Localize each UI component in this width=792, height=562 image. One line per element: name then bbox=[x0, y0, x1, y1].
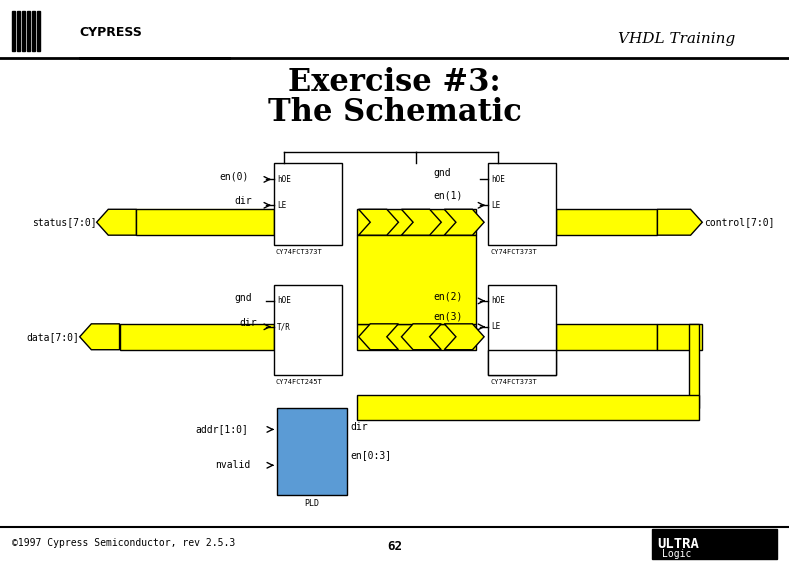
Polygon shape bbox=[444, 324, 484, 350]
Text: LE: LE bbox=[491, 323, 501, 332]
Bar bbox=[37, 11, 40, 51]
Text: 62: 62 bbox=[387, 541, 402, 554]
Text: Logic: Logic bbox=[662, 549, 691, 559]
Bar bbox=[32, 11, 35, 51]
Text: gnd: gnd bbox=[234, 293, 252, 303]
Bar bbox=[12, 11, 15, 51]
Text: hOE: hOE bbox=[277, 175, 291, 184]
Text: CY74FCT373T: CY74FCT373T bbox=[276, 249, 322, 255]
Text: hOE: hOE bbox=[277, 296, 291, 305]
Text: CYPRESS: CYPRESS bbox=[80, 26, 143, 39]
Text: control[7:0]: control[7:0] bbox=[704, 217, 775, 227]
Bar bbox=[356, 209, 476, 235]
Bar bbox=[136, 209, 274, 235]
Text: dir: dir bbox=[239, 318, 257, 328]
Polygon shape bbox=[444, 209, 484, 235]
Polygon shape bbox=[359, 209, 398, 235]
Polygon shape bbox=[97, 209, 136, 235]
Text: Exercise #3:: Exercise #3: bbox=[288, 67, 501, 98]
Polygon shape bbox=[359, 324, 398, 350]
Bar bbox=[657, 324, 703, 350]
Bar bbox=[488, 350, 556, 375]
Polygon shape bbox=[402, 324, 441, 350]
Text: VHDL Training: VHDL Training bbox=[618, 32, 735, 46]
Text: hOE: hOE bbox=[491, 175, 505, 184]
Text: T/R: T/R bbox=[277, 323, 291, 332]
Text: LE: LE bbox=[491, 201, 501, 210]
Text: PLD: PLD bbox=[304, 498, 319, 507]
Text: status[7:0]: status[7:0] bbox=[32, 217, 97, 227]
Polygon shape bbox=[80, 324, 120, 350]
Bar bbox=[277, 407, 347, 495]
Bar bbox=[136, 209, 274, 235]
Text: CY74FCT245T: CY74FCT245T bbox=[276, 379, 322, 384]
Bar bbox=[120, 324, 274, 350]
Text: LE: LE bbox=[277, 201, 286, 210]
Text: en[0:3]: en[0:3] bbox=[351, 450, 392, 460]
Polygon shape bbox=[657, 209, 703, 235]
Bar bbox=[27, 11, 30, 51]
Bar bbox=[356, 395, 699, 420]
Bar bbox=[274, 164, 341, 245]
Bar bbox=[488, 164, 556, 245]
Polygon shape bbox=[402, 209, 441, 235]
Text: nvalid: nvalid bbox=[215, 460, 250, 470]
Bar bbox=[556, 324, 657, 350]
Text: en(3): en(3) bbox=[433, 312, 463, 322]
Text: addr[1:0]: addr[1:0] bbox=[196, 424, 248, 434]
Bar bbox=[356, 324, 476, 350]
Text: hOE: hOE bbox=[491, 296, 505, 305]
Text: ©1997 Cypress Semiconductor, rev 2.5.3: ©1997 Cypress Semiconductor, rev 2.5.3 bbox=[12, 538, 235, 548]
Text: dir: dir bbox=[351, 423, 368, 432]
Bar bbox=[17, 11, 20, 51]
Text: data[7:0]: data[7:0] bbox=[27, 332, 80, 342]
Text: CY74FCT373T: CY74FCT373T bbox=[490, 379, 537, 384]
Text: en(2): en(2) bbox=[433, 292, 463, 302]
Bar bbox=[274, 285, 341, 375]
Bar bbox=[689, 324, 699, 407]
Bar bbox=[22, 11, 25, 51]
Bar bbox=[653, 529, 777, 559]
Text: The Schematic: The Schematic bbox=[268, 97, 521, 128]
Bar bbox=[488, 285, 556, 375]
Text: ULTRA: ULTRA bbox=[657, 537, 699, 551]
Bar bbox=[356, 235, 476, 324]
Text: dir: dir bbox=[234, 196, 252, 206]
Bar bbox=[556, 209, 657, 235]
Text: en(0): en(0) bbox=[219, 171, 249, 182]
Text: gnd: gnd bbox=[433, 169, 451, 178]
Text: CY74FCT373T: CY74FCT373T bbox=[490, 249, 537, 255]
Text: en(1): en(1) bbox=[433, 191, 463, 200]
